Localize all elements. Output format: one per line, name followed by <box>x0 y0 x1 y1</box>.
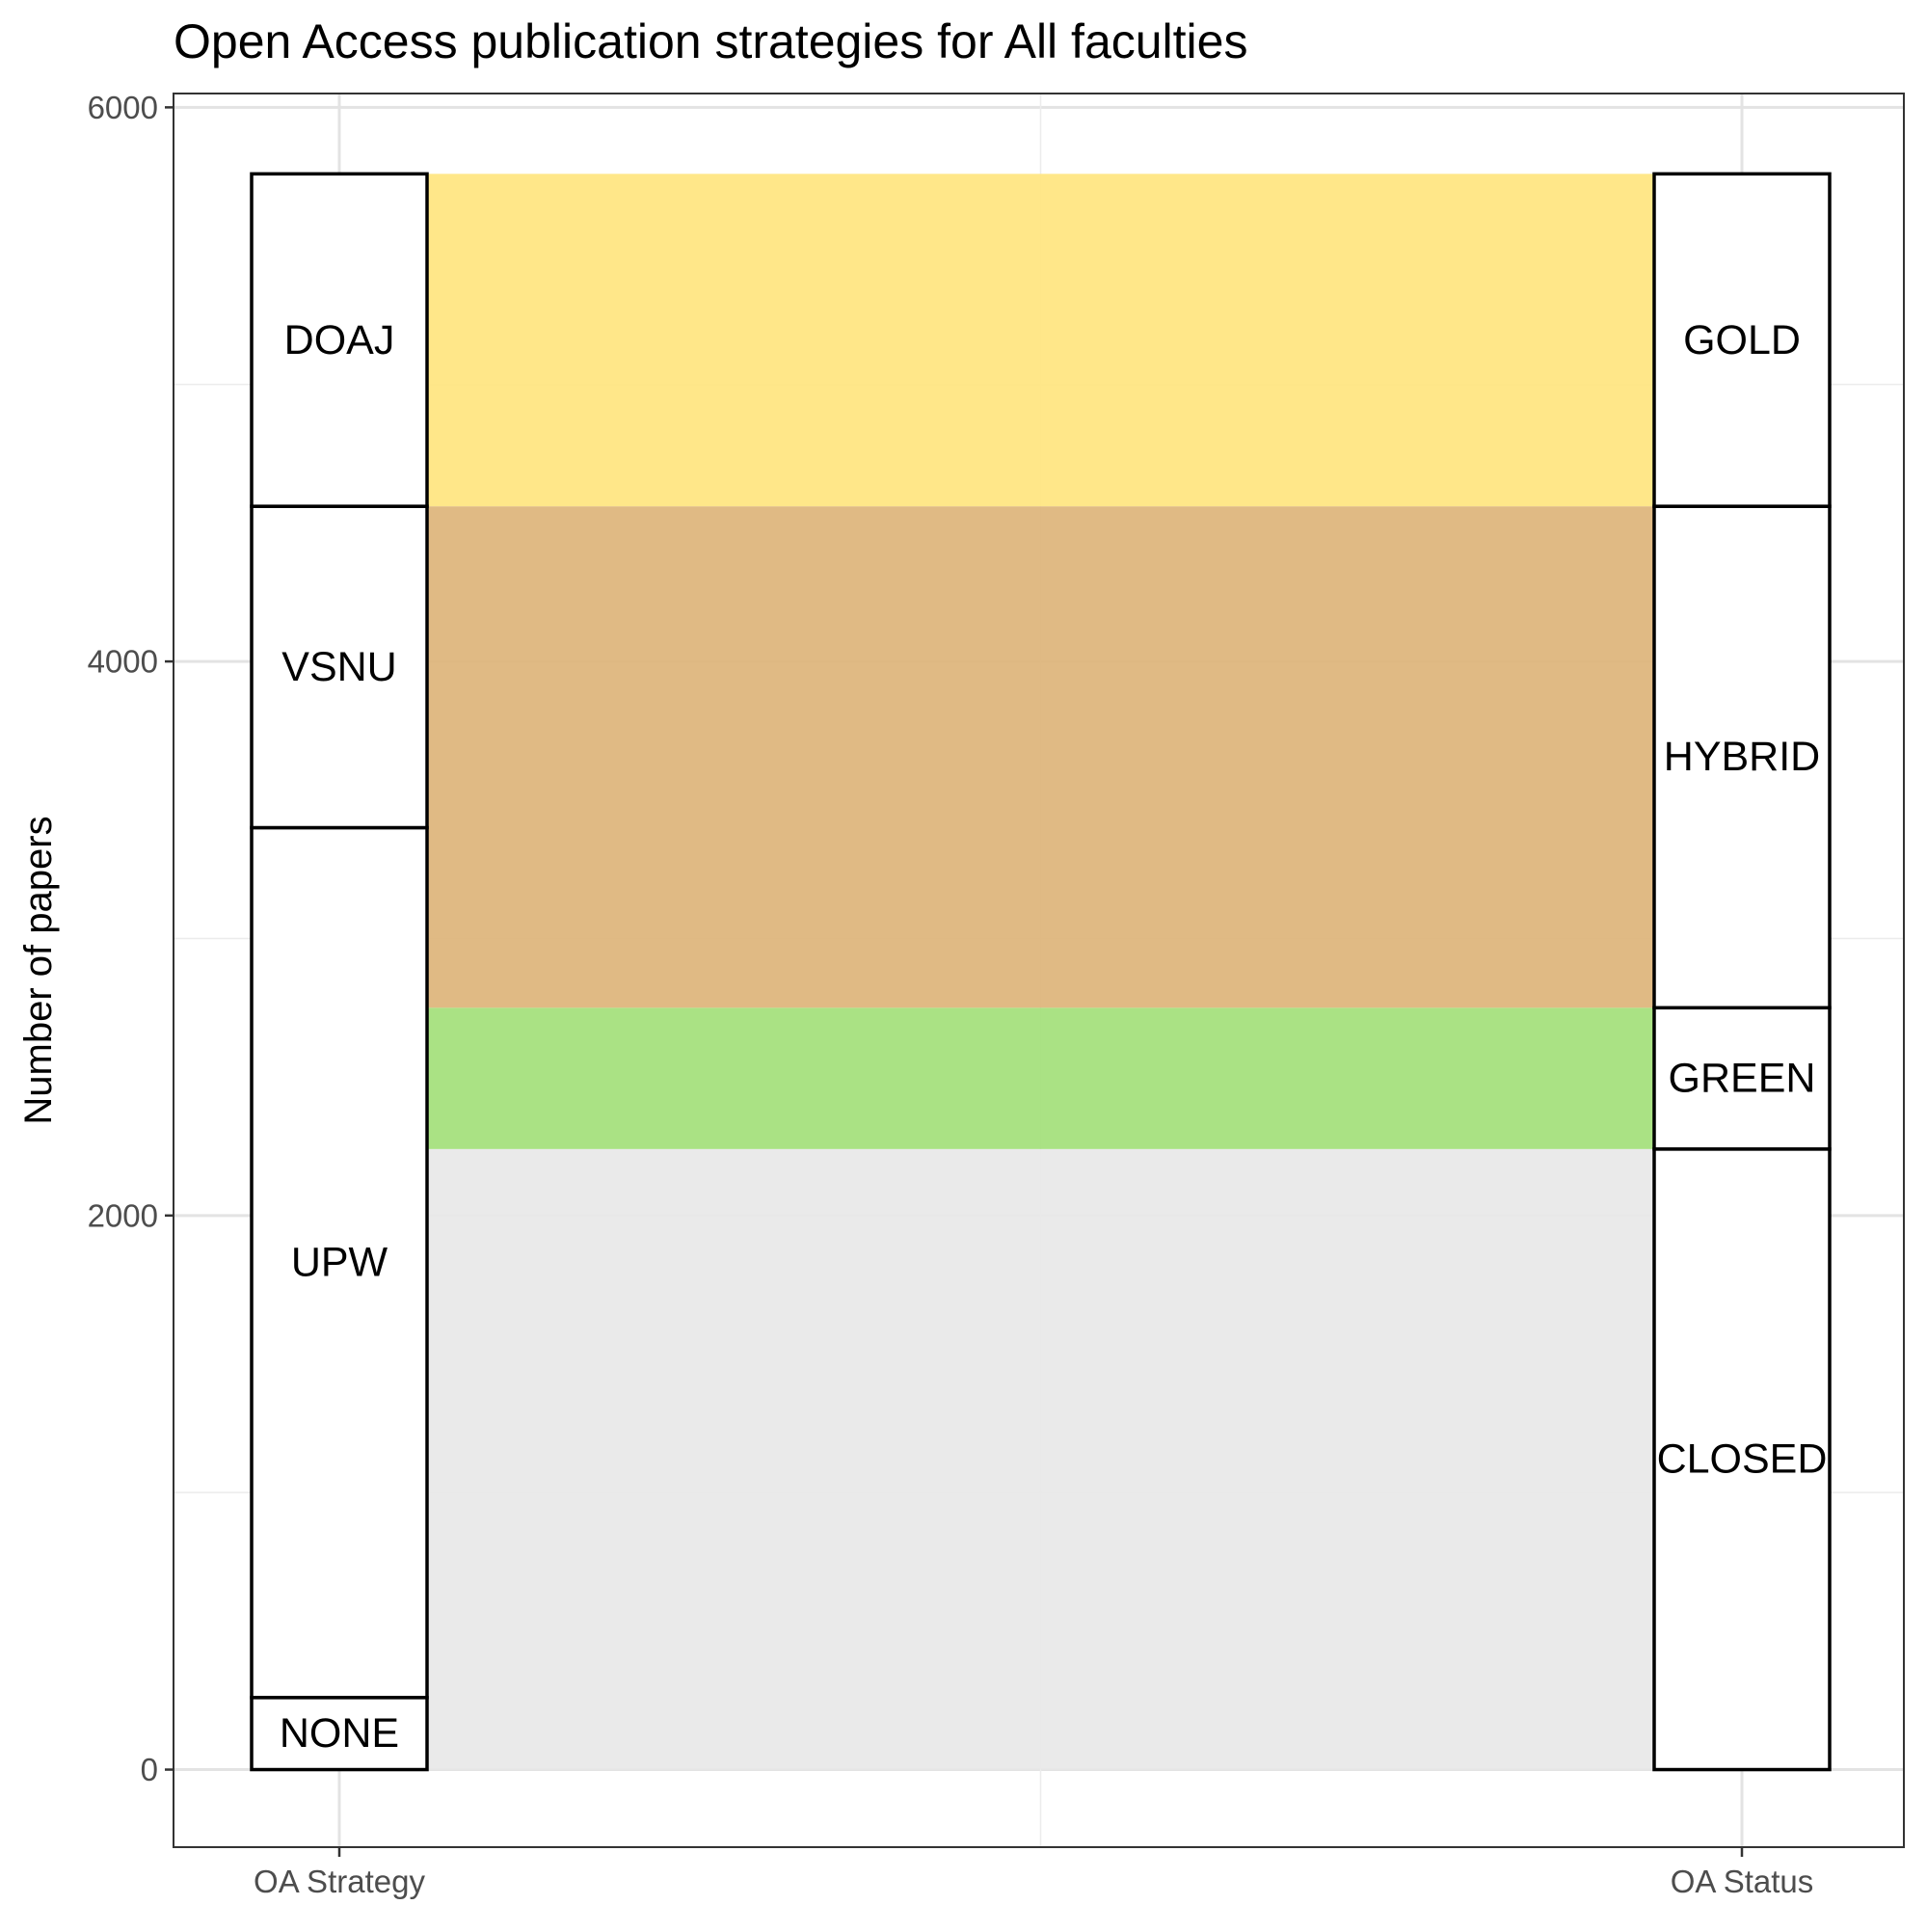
flow-gold <box>427 174 1654 507</box>
strata-oa-strategy: NONE UPW VSNU DOAJ <box>250 172 429 1772</box>
y-axis: 0 2000 4000 6000 <box>88 90 174 1787</box>
stratum-vsnu <box>250 504 429 830</box>
stratum-doaj <box>250 172 429 508</box>
stratum-label-vsnu: VSNU <box>281 644 396 690</box>
flow-hybrid <box>427 506 1654 1008</box>
stratum-label-doaj: DOAJ <box>284 317 395 363</box>
x-tick-label: OA Status <box>1671 1864 1814 1899</box>
stratum-label-green: GREEN <box>1669 1056 1816 1102</box>
y-axis-label: Number of papers <box>17 816 60 1124</box>
y-tick-label: 0 <box>141 1752 158 1787</box>
flows <box>427 174 1654 1770</box>
x-axis: OA Strategy OA Status <box>254 1847 1813 1899</box>
stratum-hybrid <box>1652 504 1832 1010</box>
stratum-label-gold: GOLD <box>1683 317 1801 363</box>
stratum-upw <box>250 825 429 1700</box>
chart-title: Open Access publication strategies for A… <box>174 14 1248 68</box>
panel-border <box>173 93 1905 1848</box>
stratum-label-hybrid: HYBRID <box>1664 734 1820 780</box>
y-tick-label: 4000 <box>88 644 158 680</box>
stratum-closed <box>1652 1147 1832 1772</box>
flow-green <box>427 1007 1654 1149</box>
flow-closed <box>427 1148 1654 1770</box>
stratum-green <box>1652 1006 1832 1151</box>
y-tick-label: 2000 <box>88 1197 158 1233</box>
x-tick-label: OA Strategy <box>254 1864 425 1899</box>
stratum-none <box>250 1696 429 1772</box>
stratum-label-upw: UPW <box>291 1240 388 1286</box>
y-tick-label: 6000 <box>88 90 158 125</box>
strata-oa-status: CLOSED GREEN HYBRID GOLD <box>1652 172 1832 1772</box>
stratum-gold <box>1652 172 1832 508</box>
stratum-label-none: NONE <box>280 1710 399 1757</box>
stratum-label-closed: CLOSED <box>1657 1436 1828 1483</box>
